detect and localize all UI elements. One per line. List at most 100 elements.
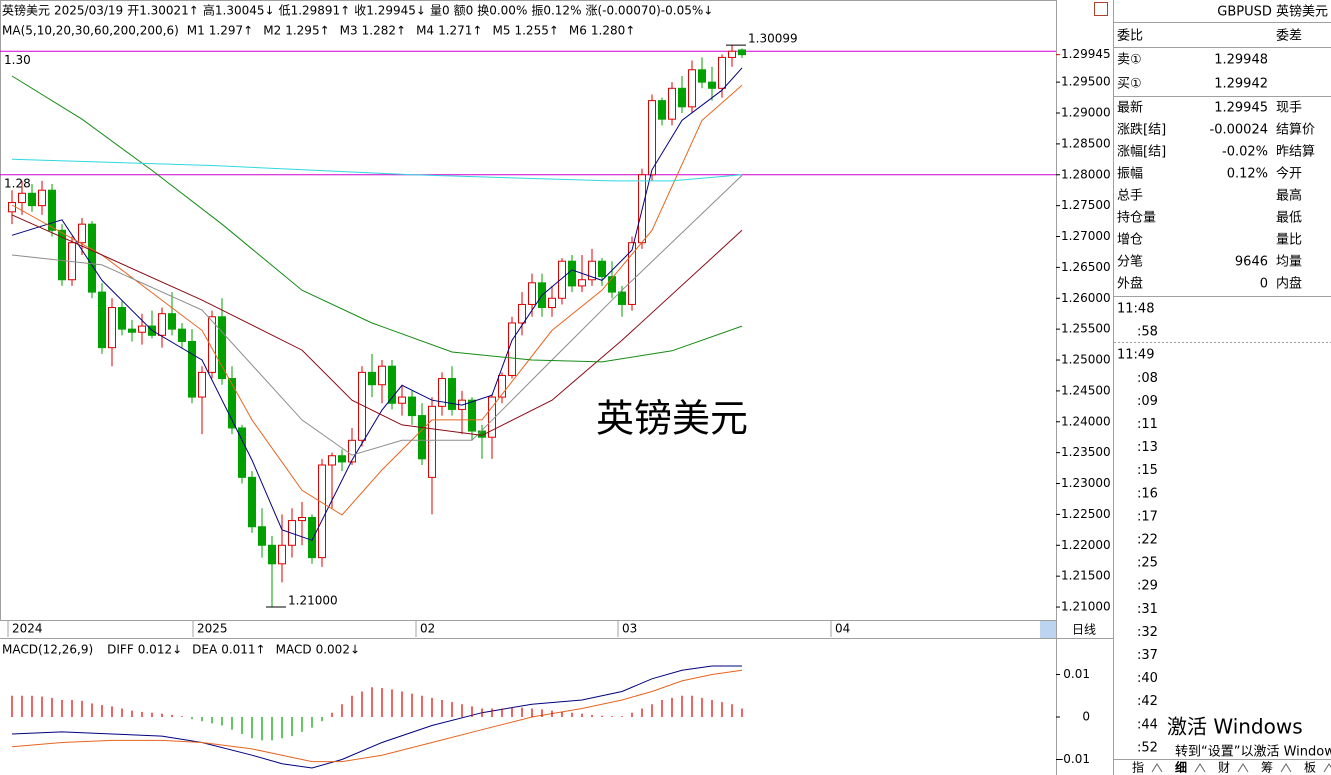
candle-body: [528, 282, 536, 305]
row-right-label: 内盘: [1276, 276, 1302, 292]
watermark: 英镑美元: [596, 397, 748, 441]
y-tick-label: 1.25500: [1061, 322, 1111, 336]
candle-body: [658, 100, 666, 120]
tick-time: :29: [1137, 579, 1158, 594]
tick-time: :58: [1137, 325, 1158, 340]
candle-body: [368, 371, 376, 386]
tab-arrow: [1323, 763, 1331, 773]
row-right-label: 量比: [1276, 233, 1302, 248]
header-item: 振0.12%: [531, 4, 581, 18]
legend-name: DIFF: [107, 643, 134, 657]
header-item: 2025/03/19: [54, 4, 123, 18]
tab-arrow: [1151, 763, 1163, 773]
y-tick-label: 1.22500: [1061, 507, 1111, 521]
legend-name: MACD: [276, 643, 312, 657]
candle-body: [198, 371, 206, 398]
tick-time: :13: [1137, 440, 1158, 455]
candle-body: [498, 374, 506, 398]
row-value: -0.00024: [1210, 123, 1268, 138]
x-tick-label: 2025: [197, 622, 228, 636]
candle-body: [88, 223, 96, 293]
candle-body: [238, 427, 246, 478]
candle-body: [418, 415, 426, 460]
y-tick-label: -0.01: [1059, 752, 1090, 766]
tab[interactable]: 细: [1175, 760, 1187, 775]
legend-value: 1.282↑: [362, 24, 406, 38]
row-value: 9646: [1235, 255, 1268, 270]
legend-name: DEA: [192, 643, 218, 657]
header-item: 换0.00%: [477, 4, 527, 18]
tab[interactable]: 财: [1218, 761, 1230, 775]
candle-body: [298, 516, 306, 522]
candle-body: [318, 464, 326, 559]
candle-body: [98, 291, 106, 349]
ma-line: [11, 75, 743, 363]
candle-body: [438, 378, 446, 407]
row-right-label: 现手: [1276, 101, 1302, 116]
candle-body: [188, 340, 196, 398]
candle-body: [218, 316, 226, 380]
tick-time: :32: [1137, 625, 1158, 640]
candle-body: [398, 396, 406, 404]
period-tab[interactable]: 日线: [1072, 623, 1096, 637]
candle-body: [468, 399, 476, 432]
current-price-label: 1.29945: [1061, 47, 1111, 61]
row-right-label: 结算价: [1276, 123, 1315, 138]
candle-body: [228, 378, 236, 429]
tab[interactable]: 板: [1304, 761, 1316, 775]
row-value: -0.02%: [1222, 145, 1268, 160]
row-label: 买①: [1117, 77, 1142, 92]
row-label: 分笔: [1117, 254, 1143, 270]
macd-line: [11, 665, 742, 769]
tab[interactable]: 指: [1132, 760, 1144, 775]
candle-body: [128, 328, 136, 333]
candle-body: [338, 455, 346, 463]
header-item: 收1.29945↓: [354, 4, 426, 18]
candle-body: [718, 56, 726, 89]
row-right-label: 最高: [1276, 188, 1302, 204]
y-tick-label: 1.23500: [1061, 445, 1111, 459]
tab[interactable]: 筹: [1261, 761, 1273, 775]
y-tick-label: 1.21500: [1061, 569, 1111, 583]
annotation-label: 1.21000: [288, 594, 338, 608]
scroll-handle[interactable]: [1040, 621, 1056, 638]
candle-body: [448, 378, 456, 410]
y-tick-label: 1.28000: [1061, 167, 1111, 181]
candle-body: [648, 100, 656, 176]
y-tick-label: 1.29500: [1061, 75, 1111, 89]
reference-label: 1.30: [4, 53, 31, 67]
candle-body: [578, 279, 586, 287]
row-right-label: 今开: [1276, 166, 1302, 182]
legend-name: M6: [569, 24, 587, 38]
y-tick-label: 1.28500: [1061, 136, 1111, 150]
candle-body: [548, 297, 556, 309]
tick-time: :11: [1137, 417, 1158, 432]
legend-name: M5: [492, 24, 510, 38]
candle-body: [248, 476, 256, 528]
candle-body: [38, 189, 46, 207]
legend-name: M2: [263, 24, 281, 38]
ma-line: [11, 84, 743, 516]
candle-body: [308, 516, 316, 559]
window-button[interactable]: [1094, 2, 1108, 16]
tick-time: :37: [1137, 648, 1158, 663]
y-tick-label: 1.23000: [1061, 476, 1111, 490]
legend-value: 0.002↓: [316, 643, 360, 657]
candle-body: [48, 189, 56, 231]
header-item: 开1.30021↑: [127, 4, 199, 18]
tick-time: 11:48: [1117, 302, 1154, 317]
row-label: 最新: [1117, 100, 1143, 116]
candle-body: [108, 307, 116, 349]
candle-body: [258, 526, 266, 546]
candle-body: [618, 291, 626, 305]
y-tick-label: 1.26000: [1061, 291, 1111, 305]
x-tick-label: 02: [420, 622, 435, 636]
candle-body: [328, 455, 336, 466]
legend-title: MACD(12,26,9): [2, 643, 93, 657]
tick-time: :42: [1137, 694, 1158, 709]
row-label: 持仓量: [1117, 211, 1156, 226]
row-right-label: 委差: [1276, 29, 1302, 44]
row-label: 委比: [1117, 29, 1143, 44]
y-tick-label: 1.27500: [1061, 198, 1111, 212]
candle-body: [688, 69, 696, 108]
